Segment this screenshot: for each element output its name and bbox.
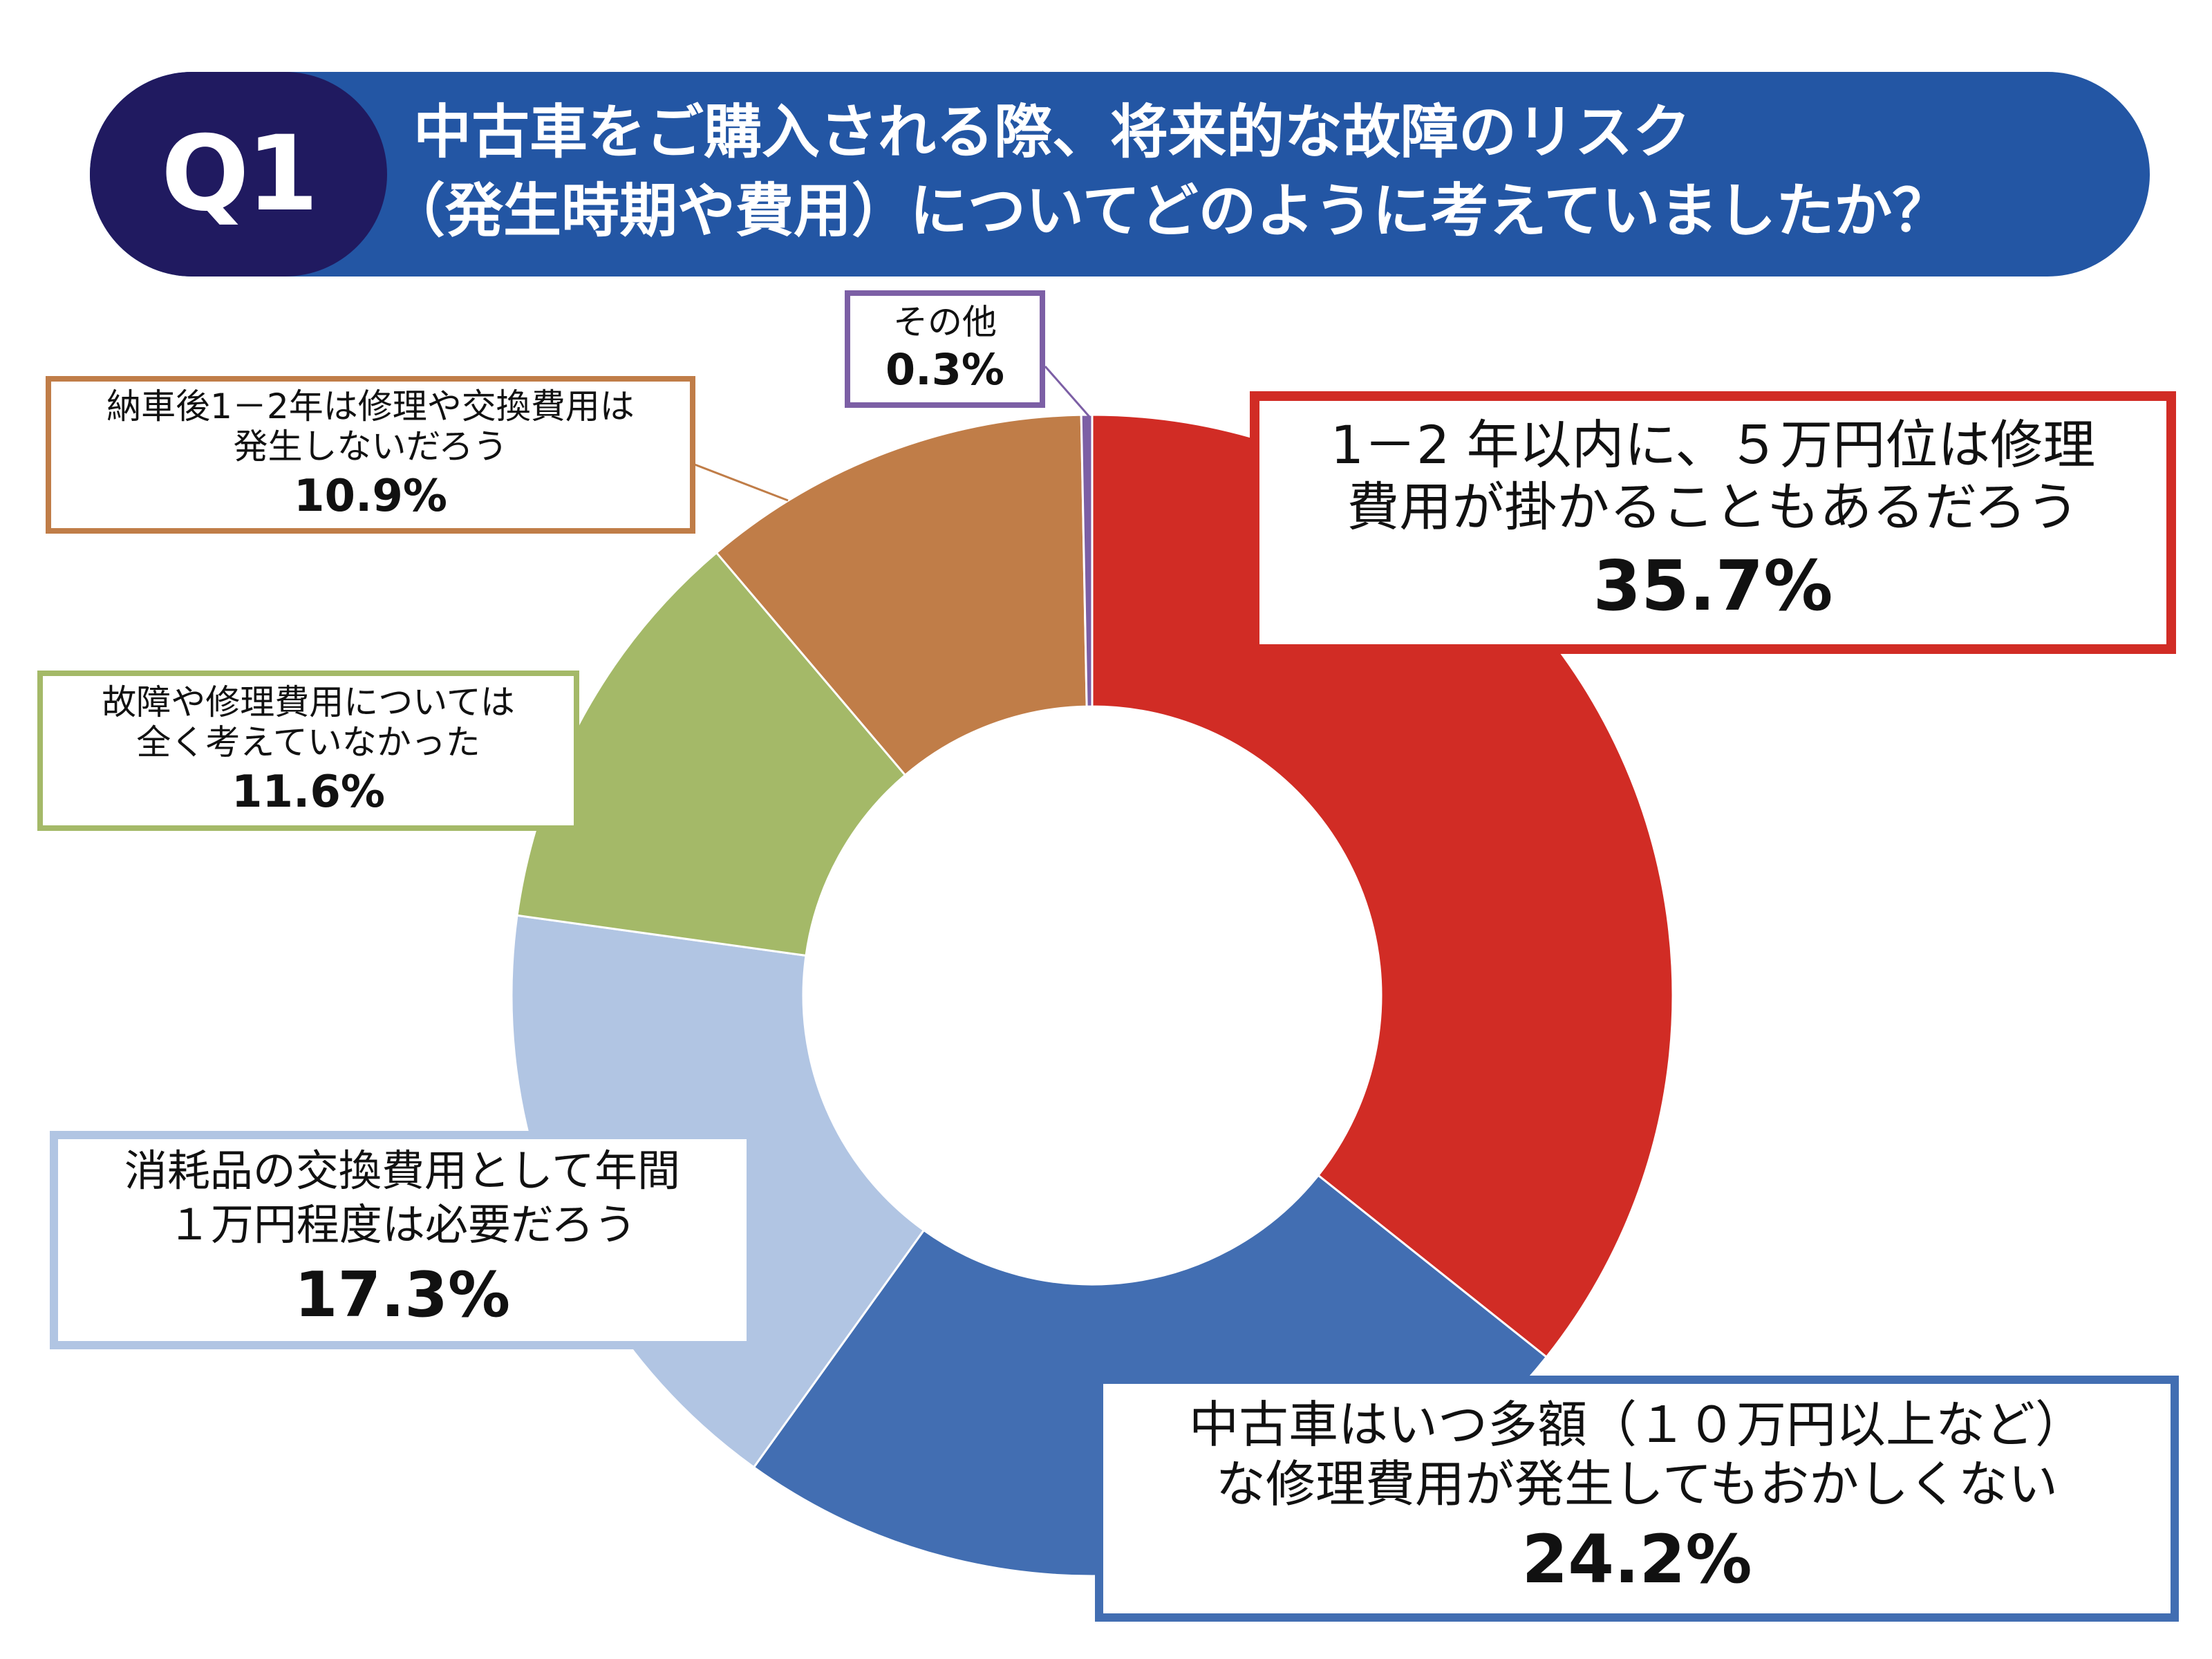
slice-no-cost-after-delivery: [715, 413, 1088, 777]
label-text-line-1: 中古車はいつ多額（１０万円以上など）: [1188, 1396, 2085, 1454]
leader-lines: [694, 366, 1091, 502]
label-text-line-2: 費用が掛かることもあるだろう: [1347, 476, 2079, 538]
label-percent: 10.9%: [293, 471, 448, 522]
label-text-line-2: 全く考えていなかった: [136, 722, 480, 762]
label-percent: 35.7%: [1593, 545, 1833, 626]
label-text-line-1: 消耗品の交換費用として年間: [124, 1145, 681, 1196]
label-percent: 17.3%: [294, 1259, 511, 1331]
question-line-2: （発生時期や費用）についてどのように考えていましたか？: [387, 177, 1951, 245]
data-label-repair-50k-within-2-years: 1－2 年以内に、５万円位は修理 費用が掛かることもあるだろう 35.7%: [1250, 391, 2176, 654]
label-text-line-1: 1－2 年以内に、５万円位は修理: [1330, 414, 2096, 476]
question-line-1: 中古車をご購入される際、将来的な故障のリスク: [413, 98, 1691, 166]
slice-other: [1080, 413, 1094, 708]
question-banner: [90, 72, 2150, 276]
question-number-badge: Q1: [90, 72, 387, 276]
leader-line-s6: [1044, 366, 1091, 418]
label-text-line-2: な修理費用が発生してもおかしくない: [1215, 1455, 2059, 1513]
question-text: 中古車をご購入される際、将来的な故障のリスク （発生時期や費用）についてどのよう…: [387, 93, 2135, 250]
label-percent: 11.6%: [231, 767, 386, 818]
question-number: Q1: [161, 114, 319, 234]
label-text-line-1: 故障や修理費用については: [102, 682, 515, 722]
label-percent: 0.3%: [885, 344, 1004, 395]
label-text-line-1: その他: [893, 302, 997, 342]
label-text-line-2: 発生しないだろう: [233, 427, 508, 467]
data-label-other: その他 0.3%: [845, 290, 1045, 408]
data-label-consumables-10k-yearly: 消耗品の交換費用として年間 １万円程度は必要だろう 17.3%: [50, 1131, 755, 1349]
label-percent: 24.2%: [1521, 1521, 1752, 1598]
leader-line-s5: [694, 463, 789, 502]
label-text-line-2: １万円程度は必要だろう: [167, 1199, 637, 1250]
data-label-not-considered: 故障や修理費用については 全く考えていなかった 11.6%: [37, 671, 579, 831]
label-text-line-1: 納車後1－2年は修理や交換費用は: [106, 386, 635, 427]
data-label-large-repair-anytime: 中古車はいつ多額（１０万円以上など） な修理費用が発生してもおかしくない 24.…: [1095, 1376, 2179, 1622]
data-label-no-cost-after-delivery: 納車後1－2年は修理や交換費用は 発生しないだろう 10.9%: [46, 376, 695, 534]
